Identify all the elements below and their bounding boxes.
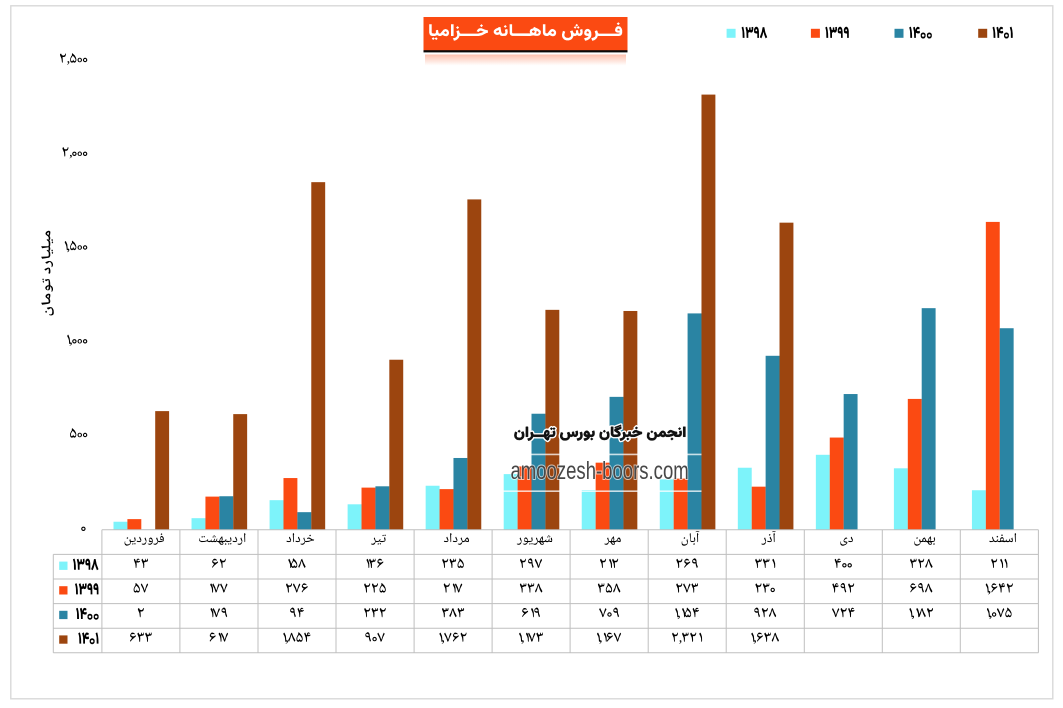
svg-text:amoozesh-boors.com: amoozesh-boors.com [511, 457, 689, 485]
